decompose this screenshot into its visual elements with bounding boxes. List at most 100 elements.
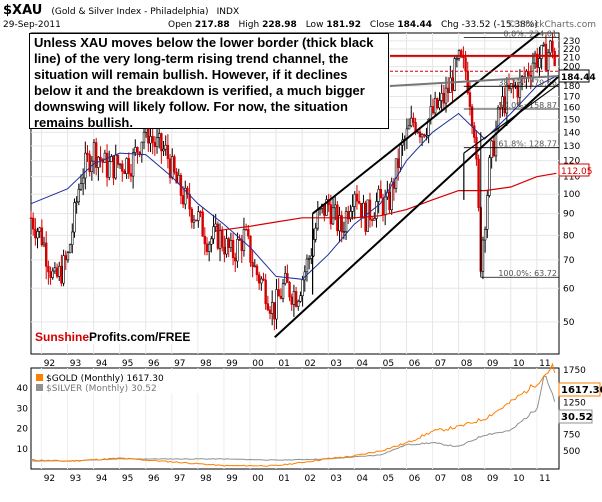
candle-body <box>407 125 411 130</box>
candle-body <box>284 273 287 284</box>
lower-left-tick: 40 <box>17 384 29 394</box>
y-tick-label: 200 <box>563 63 580 73</box>
candle-body <box>290 296 293 305</box>
candle-body <box>38 227 41 232</box>
candle-body <box>221 230 224 248</box>
candle-body <box>292 291 296 305</box>
candle-body <box>529 74 532 78</box>
x-tick-label: 95 <box>122 359 133 369</box>
candle-body <box>31 217 35 230</box>
candle-body <box>540 44 543 59</box>
candle-body <box>368 199 372 220</box>
y-tick-label: 220 <box>563 45 580 55</box>
candle-body <box>190 208 193 223</box>
candle-body <box>125 158 128 174</box>
candle-body <box>481 239 485 272</box>
candle-body <box>446 87 450 93</box>
candle-body <box>81 177 85 184</box>
x-tick-label-lower: 05 <box>383 474 394 484</box>
candle-body <box>73 202 76 233</box>
x-tick-label: 99 <box>226 359 238 369</box>
candle-body <box>316 209 320 229</box>
gold-legend-swatch <box>36 374 43 381</box>
candle-body <box>468 92 472 107</box>
x-tick-label: 96 <box>148 359 160 369</box>
candle-body <box>288 282 291 298</box>
candle-body <box>483 229 487 241</box>
candle-body <box>123 170 126 174</box>
x-tick-label-lower: 03 <box>331 474 342 484</box>
candle-body <box>275 289 278 320</box>
candle-body <box>71 231 74 246</box>
candle-body <box>433 98 437 114</box>
candle-body <box>360 202 363 219</box>
candle-body <box>194 219 198 222</box>
candle-body <box>397 158 400 168</box>
candle-body <box>242 228 246 252</box>
candle-body <box>342 231 346 233</box>
y-tick-label: 230 <box>563 37 580 47</box>
candle-body <box>225 238 228 255</box>
candle-body <box>51 270 54 278</box>
x-tick-label-lower: 98 <box>200 474 212 484</box>
candle-body <box>499 107 502 109</box>
candle-body <box>475 137 478 160</box>
candle-body <box>531 62 535 78</box>
candle-body <box>431 106 435 114</box>
gold-value-label: 1617.30 <box>561 385 602 396</box>
candle-body <box>175 171 178 184</box>
candle-body <box>333 204 337 209</box>
candle-body <box>449 77 452 93</box>
y-tick-label: 120 <box>563 157 580 167</box>
candle-body <box>166 144 170 160</box>
brand-link[interactable]: SunshineProfits.com/FREE <box>33 330 193 344</box>
y-tick-label: 100 <box>563 190 580 200</box>
candle-body <box>103 152 107 163</box>
candle-body <box>227 238 230 249</box>
candle-body <box>325 199 328 216</box>
candle-body <box>116 154 120 165</box>
exchange-label: INDX <box>217 7 239 17</box>
lower-right-tick: 1750 <box>563 366 586 376</box>
x-tick-label-lower: 93 <box>70 474 81 484</box>
candle-body <box>47 266 50 273</box>
candle-body <box>470 106 474 127</box>
candle-body <box>436 98 439 109</box>
candle-body <box>412 117 415 123</box>
candle-body <box>199 211 202 214</box>
y-tick-label: 150 <box>563 116 580 126</box>
candle-body <box>240 239 243 252</box>
candle-body <box>234 257 237 262</box>
x-tick-label: 98 <box>200 359 212 369</box>
x-tick-label: 93 <box>70 359 81 369</box>
candle-body <box>99 156 102 161</box>
candle-body <box>305 258 309 273</box>
candle-body <box>410 117 413 127</box>
candle-body <box>66 252 70 261</box>
x-tick-label-lower: 92 <box>44 474 55 484</box>
candle-body <box>301 279 304 297</box>
candle-body <box>383 196 387 216</box>
lower-legend-bg <box>34 371 204 393</box>
candle-body <box>205 243 209 252</box>
lower-right-tick: 750 <box>563 431 580 441</box>
silver-line <box>30 375 556 462</box>
blue-moving-average-line <box>30 75 557 280</box>
candle-body <box>49 271 52 278</box>
candle-body <box>307 258 311 260</box>
y-tick-label: 110 <box>563 173 580 183</box>
high-value: 228.98 <box>262 20 297 30</box>
candle-body <box>388 191 391 211</box>
candle-body <box>494 128 498 157</box>
candle-body <box>177 174 180 184</box>
candle-body <box>268 309 272 314</box>
candle-body <box>418 131 422 138</box>
candle-body <box>121 163 124 172</box>
lower-right-tick: 500 <box>563 447 580 457</box>
lower-left-tick: 10 <box>17 445 29 455</box>
candle-body <box>171 156 174 178</box>
candle-body <box>210 238 213 245</box>
candle-body <box>353 193 356 207</box>
channel-upper-border <box>311 32 541 215</box>
